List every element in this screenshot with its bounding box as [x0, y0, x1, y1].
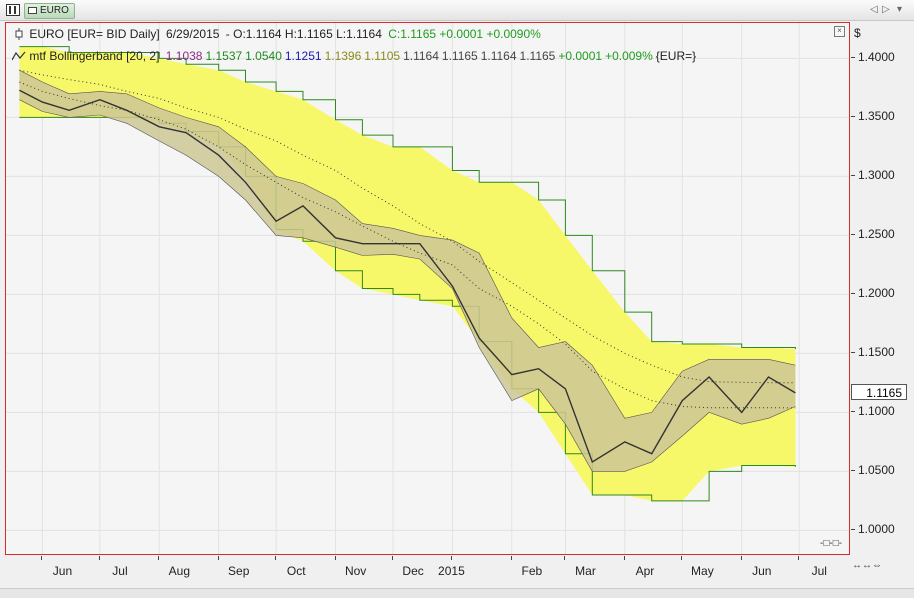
y-tick-label: 1.2500 [858, 227, 895, 242]
candlestick-icon [15, 28, 23, 40]
legend-date: 6/29/2015 [166, 27, 220, 41]
y-tick-mark [851, 234, 855, 236]
zoom-scroll-controls[interactable]: ↔↔⇔ [852, 560, 882, 571]
x-tick-mark [41, 556, 43, 560]
legend-indicator-value: {EUR=} [655, 49, 697, 63]
y-tick-label: 1.2000 [858, 286, 895, 301]
x-tick-mark [158, 556, 160, 560]
x-tick-label: May [691, 564, 714, 578]
legend-indicator-value: 1.1165 [441, 49, 478, 63]
legend-indicator-values: 1.1038 1.1537 1.0540 1.1251 1.1396 1.1105 1.11… [166, 49, 699, 63]
x-tick-mark [334, 556, 336, 560]
legend-close: C:1.1165 +0.0001 +0.0090% [388, 27, 541, 41]
tab-scroll-right-icon[interactable]: ▷ [882, 4, 890, 15]
x-tick-label: Apr [635, 564, 655, 578]
crop-marker[interactable]: -□-□- [820, 538, 843, 549]
x-tick-label: Dec [402, 564, 424, 578]
y-tick-label: 1.3500 [858, 109, 895, 124]
x-tick-label: Nov [344, 564, 367, 578]
legend-indicator-value: 1.1105 [364, 49, 401, 63]
x-tick-label: Jul [112, 564, 128, 578]
middle-band-line [19, 81, 796, 409]
tab-chart-icon [28, 7, 37, 14]
outer-band-upper-line [19, 46, 796, 349]
status-bar [0, 588, 914, 598]
y-tick-mark [851, 411, 855, 413]
x-tick-mark [392, 556, 393, 560]
tab-label: EURO [40, 5, 69, 16]
x-tick-mark [510, 556, 512, 560]
chart-window-icon[interactable] [6, 4, 20, 16]
legend-indicator-value: 1.1164 [480, 49, 517, 63]
x-tick-label: 2015 [438, 564, 465, 578]
x-tick-mark [451, 556, 453, 560]
y-tick-mark [851, 116, 855, 118]
legend-instrument: EURO [EUR= BID Daily] [29, 27, 160, 41]
y-tick-mark [851, 57, 855, 59]
price-line [19, 89, 796, 464]
current-price-label: 1.1165 [851, 383, 907, 400]
tab-menu-dropdown-icon[interactable]: ▾ [897, 4, 903, 15]
legend-indicator-value: +0.0001 [558, 49, 603, 63]
x-tick-mark [740, 556, 742, 560]
legend-indicator-value: 1.1164 [403, 49, 439, 63]
y-tick-mark [851, 175, 855, 177]
window-titlebar: EURO ◁ ▷ ▾ [0, 0, 914, 21]
x-tick-label: Mar [575, 564, 596, 578]
legend-indicator-value: 1.1537 [205, 49, 243, 63]
y-tick-label: 1.0000 [858, 522, 895, 537]
y-tick-mark [851, 470, 855, 472]
currency-label: $ [854, 26, 861, 40]
x-tick-mark [564, 556, 566, 560]
legend-indicator-value: 1.1251 [284, 49, 322, 63]
legend-indicator-name: mtf Bollingerband [20, 2] [29, 49, 160, 63]
x-tick-label: Jun [752, 564, 772, 578]
inner-band-fill [19, 70, 796, 472]
tab-euro[interactable]: EURO [24, 3, 75, 19]
x-tick-label: Sep [228, 564, 250, 578]
legend-indicator-value: +0.009% [605, 49, 653, 63]
x-tick-mark [681, 556, 683, 560]
x-tick-mark [98, 556, 100, 560]
chart-area[interactable]: EURO [EUR= BID Daily] 6/29/2015 - O:1.11… [5, 22, 850, 555]
y-tick-label: 1.0500 [858, 463, 895, 478]
inner-band-lower-line [19, 99, 796, 472]
x-tick-label: Jun [52, 564, 73, 578]
close-legend-icon[interactable]: × [834, 26, 845, 37]
inner-band-upper-line [19, 69, 796, 419]
indicator-line-icon [12, 51, 26, 61]
indicator-legend: mtf Bollingerband [20, 2] 1.1038 1.1537 1.… [12, 49, 702, 63]
y-tick-label: 1.3000 [858, 168, 895, 183]
legend-indicator-value: 1.1396 [324, 49, 362, 63]
tab-scroll-left-icon[interactable]: ◁ [870, 4, 878, 15]
y-tick-label: 1.1000 [858, 404, 895, 419]
y-tick-mark [851, 529, 855, 531]
x-tick-label: Aug [168, 564, 191, 578]
x-tick-mark [275, 556, 277, 560]
legend-indicator-value: 1.1165 [519, 49, 556, 63]
legend-ohlc: - O:1.1164 H:1.1165 L:1.1164 [225, 27, 382, 41]
x-tick-mark [623, 556, 625, 560]
x-tick-label: Feb [521, 564, 543, 578]
time-axis[interactable]: Jun Jul Aug Sep Oct Nov Dec 2015 Feb Mar Apr May Jun… [5, 556, 850, 584]
legend-indicator-value: 1.0540 [245, 49, 282, 63]
y-tick-mark [851, 293, 855, 295]
y-tick-label: 1.4000 [858, 50, 895, 65]
price-axis[interactable]: $ 1.4000 1.3500 1.3000 1.2500 1.2000 1.1500 1.… [851, 22, 914, 555]
legend-indicator-value: 1.1038 [165, 49, 203, 63]
y-tick-mark [851, 352, 855, 354]
x-tick-label: Oct [286, 564, 306, 578]
x-tick-label: Jul [811, 564, 827, 578]
x-tick-mark [217, 556, 219, 560]
price-chart[interactable] [6, 23, 849, 554]
x-tick-mark [798, 556, 800, 560]
y-tick-label: 1.1500 [858, 345, 895, 360]
price-legend: EURO [EUR= BID Daily] 6/29/2015 - O:1.11… [12, 27, 544, 41]
